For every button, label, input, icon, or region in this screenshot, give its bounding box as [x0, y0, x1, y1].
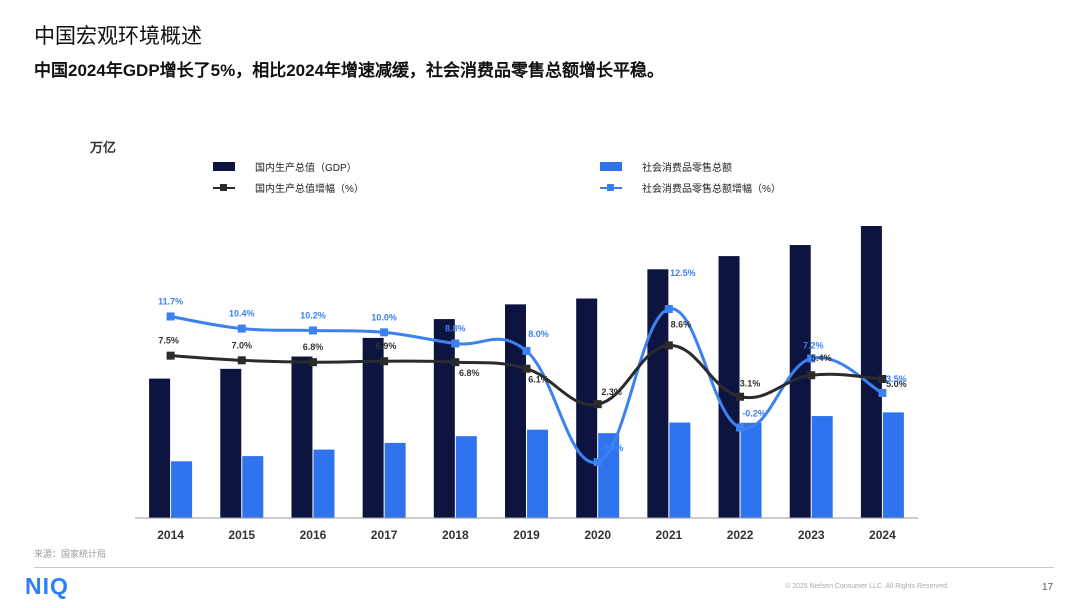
retail-bar-2014 [171, 461, 193, 518]
retail-growth-label-2020: -3.9% [600, 443, 624, 453]
gdp-bar-2016 [291, 356, 313, 518]
x-tick-label-2016: 2016 [300, 528, 327, 542]
retail-growth-label-2022: -0.2% [742, 408, 766, 418]
niq-logo: NIQ [25, 573, 69, 599]
retail-growth-marker-2022 [736, 423, 745, 432]
legend-swatch-retail-growth [600, 183, 622, 192]
retail-growth-label-2015: 10.4% [229, 309, 255, 319]
retail-bar-2020 [598, 433, 620, 518]
retail-growth-label-2023: 7.2% [803, 340, 824, 350]
copyright-text: © 2025 Nielsen Consumer LLC. All Rights … [785, 583, 949, 590]
gdp-growth-marker-2014 [166, 351, 175, 360]
legend-label-gdp-growth: 国内生产总值增幅（%） [255, 184, 364, 195]
gdp-growth-marker-2021 [664, 341, 673, 350]
x-tick-label-2018: 2018 [442, 528, 469, 542]
gdp-bar-2022 [718, 256, 740, 518]
gdp-bar-2018 [433, 319, 455, 518]
retail-growth-marker-2018 [451, 339, 460, 348]
retail-growth-label-2019: 8.0% [528, 329, 549, 339]
legend-retail: 社会消费品零售总额 [600, 159, 732, 174]
gdp-growth-marker-2023 [807, 371, 816, 380]
retail-bar-2023 [811, 416, 833, 518]
gdp-bar-2023 [789, 245, 811, 518]
legend-gdp-growth: 国内生产总值增幅（%） [213, 180, 364, 195]
x-tick-label-2020: 2020 [584, 528, 611, 542]
gdp-growth-line [170, 343, 883, 407]
legend-swatch-gdp [213, 162, 235, 171]
gdp-growth-marker-2019 [522, 364, 531, 373]
retail-bar-2021 [669, 422, 691, 518]
retail-growth-label-2021: 12.5% [670, 268, 696, 278]
x-tick-label-2014: 2014 [157, 528, 184, 542]
retail-bar-2024 [882, 412, 904, 518]
legend-label-retail-growth: 社会消费品零售总额增幅（%） [642, 184, 781, 195]
gdp-growth-marker-2015 [237, 356, 246, 365]
retail-growth-label-2014: 11.7% [158, 296, 183, 306]
gdp-growth-label-2021: 8.6% [671, 319, 692, 329]
retail-growth-marker-2014 [166, 312, 175, 321]
gdp-growth-label-2015: 7.0% [232, 340, 253, 350]
gdp-growth-marker-2016 [308, 358, 317, 367]
gdp-bar-2014 [149, 378, 171, 518]
legend-retail-growth: 社会消费品零售总额增幅（%） [600, 180, 781, 195]
footer-divider [34, 567, 1054, 568]
gdp-growth-label-2020: 2.3% [601, 387, 622, 397]
gdp-growth-marker-2017 [380, 357, 389, 366]
gdp-growth-marker-2022 [736, 392, 745, 401]
retail-bar-2022 [740, 422, 762, 518]
retail-bar-2018 [455, 436, 477, 518]
gdp-bar-2020 [576, 298, 598, 518]
retail-growth-marker-2021 [664, 305, 673, 313]
x-tick-label-2024: 2024 [869, 528, 896, 542]
gdp-bar-2017 [362, 337, 384, 518]
retail-bar-2015 [242, 456, 264, 518]
gdp-growth-label-2024: 5.0% [886, 379, 907, 389]
gdp-growth-label-2014: 7.5% [158, 336, 179, 346]
retail-growth-marker-2016 [308, 326, 317, 335]
gdp-growth-label-2017: 6.9% [376, 341, 397, 351]
gdp-bar-2019 [505, 304, 526, 518]
retail-growth-marker-2015 [237, 324, 246, 333]
gdp-growth-marker-2024 [878, 374, 887, 383]
page-title: 中国宏观环境概述 [34, 25, 202, 48]
retail-growth-label-2017: 10.0% [371, 312, 397, 322]
gdp-growth-marker-2020 [593, 400, 602, 409]
legend-gdp: 国内生产总值（GDP） [213, 159, 357, 174]
gdp-growth-label-2022: 3.1% [740, 379, 761, 389]
retail-growth-line [170, 307, 884, 464]
retail-growth-label-2018: 8.8% [445, 324, 466, 334]
source-note: 来源：国家统计局 [34, 549, 107, 559]
gdp-bar-2024 [860, 226, 882, 518]
x-tick-label-2023: 2023 [798, 528, 825, 542]
x-tick-label-2015: 2015 [228, 528, 255, 542]
x-tick-label-2017: 2017 [371, 528, 398, 542]
gdp-growth-label-2018: 6.8% [459, 368, 480, 378]
retail-growth-marker-2023 [807, 354, 816, 363]
gdp-growth-label-2019: 6.1% [528, 375, 549, 385]
retail-bar-2019 [527, 429, 548, 518]
x-tick-label-2019: 2019 [513, 528, 540, 542]
x-tick-label-2021: 2021 [656, 528, 683, 542]
retail-growth-label-2024: 3.5% [886, 374, 907, 384]
retail-growth-marker-2020 [593, 458, 602, 466]
gdp-bar-2015 [220, 368, 242, 518]
legend-swatch-gdp-growth [213, 183, 235, 192]
retail-growth-marker-2024 [878, 388, 887, 397]
gdp-growth-label-2023: 5.4% [811, 353, 832, 363]
page-subtitle: 中国2024年GDP增长了5%，相比2024年增速减缓，社会消费品零售总额增长平… [34, 61, 665, 80]
retail-bar-2016 [313, 449, 335, 518]
legend-label-gdp: 国内生产总值（GDP） [255, 163, 357, 174]
retail-growth-label-2016: 10.2% [300, 310, 326, 320]
retail-bar-2017 [384, 442, 406, 518]
x-tick-label-2022: 2022 [727, 528, 754, 542]
legend-swatch-retail [600, 162, 622, 171]
legend-label-retail: 社会消费品零售总额 [642, 163, 732, 174]
gdp-growth-label-2016: 6.8% [303, 342, 324, 352]
gdp-growth-marker-2018 [451, 358, 460, 367]
retail-growth-marker-2019 [522, 346, 531, 355]
y-axis-unit: 万亿 [90, 140, 117, 155]
retail-growth-marker-2017 [380, 328, 389, 337]
page-number: 17 [1042, 582, 1054, 593]
